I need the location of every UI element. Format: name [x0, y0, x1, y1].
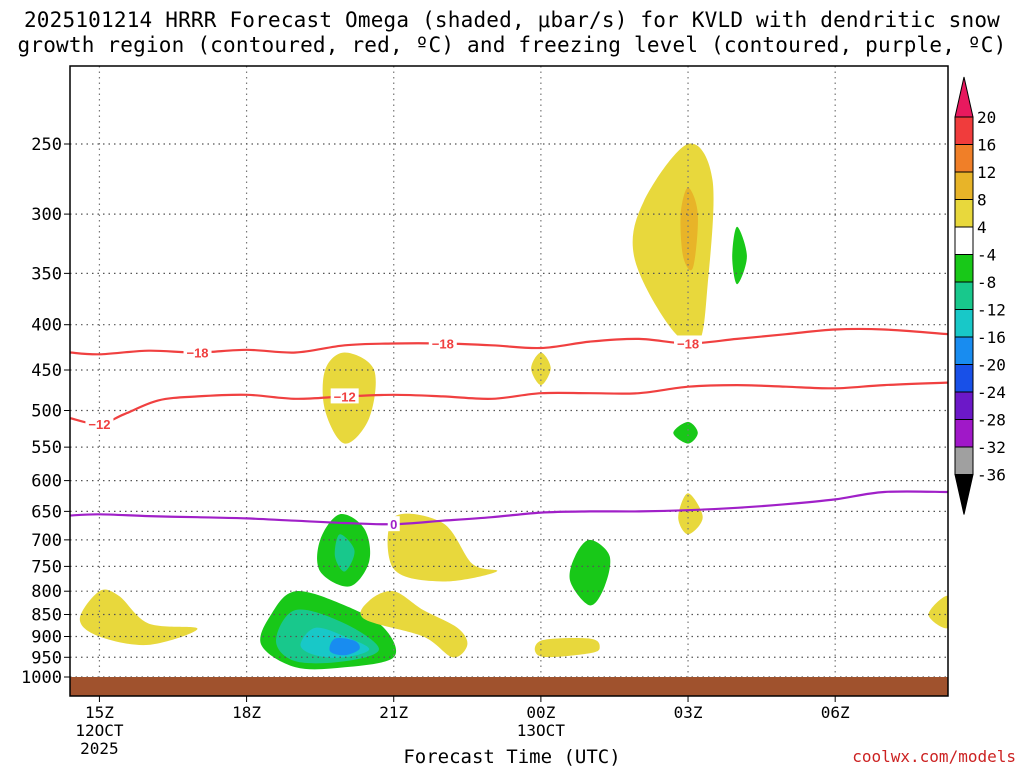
omega-region-low-pos-15z — [79, 589, 198, 646]
omega-region-low-neg-core3 — [329, 637, 360, 656]
colorbar-label--4: -4 — [977, 246, 996, 265]
colorbar-label--36: -36 — [977, 466, 1006, 485]
colorbar-top-arrow — [954, 76, 974, 118]
colorbar-label--24: -24 — [977, 383, 1006, 402]
y-tick-750: 750 — [31, 557, 62, 577]
credit-link[interactable]: coolwx.com/models — [852, 747, 1016, 766]
contour-label-minus-12-0: −12 — [88, 417, 110, 432]
omega-region-low-pos-00z-01z — [534, 638, 600, 658]
x-tick-03Z: 03Z — [674, 703, 703, 722]
omega-region-upper-negative — [732, 226, 747, 285]
omega-region-small-positive-03z — [678, 493, 703, 535]
colorbar-box — [954, 364, 974, 393]
ground-surface — [70, 677, 948, 696]
colorbar-box — [954, 391, 974, 420]
chart-title-line2: growth region (contoured, red, ºC) and f… — [17, 33, 1007, 57]
contour-label-bg — [183, 344, 212, 360]
omega-region-neg-cell-01z — [569, 539, 611, 606]
grid — [70, 66, 948, 696]
omega-region-pos-21z-22z — [387, 513, 498, 582]
colorbar-box — [954, 254, 974, 283]
contour-label-minus-18-0: −18 — [186, 346, 208, 361]
y-axis: 2503003504004505005506006507007508008509… — [21, 135, 70, 688]
x-tick-date-00Z: 13OCT — [517, 721, 566, 740]
y-tick-800: 800 — [31, 582, 62, 602]
x-tick-06Z: 06Z — [821, 703, 850, 722]
contour-minus-12 — [70, 381, 948, 426]
x-tick-year-15Z: 2025 — [80, 739, 119, 758]
contour-label-bg — [330, 388, 359, 404]
y-tick-350: 350 — [31, 264, 62, 284]
plot-area — [70, 66, 948, 696]
colorbar-label--8: -8 — [977, 273, 996, 292]
colorbar-bottom-arrow — [954, 474, 974, 515]
colorbar-box — [954, 336, 974, 365]
colorbar-label-12: 12 — [977, 163, 996, 182]
y-tick-900: 900 — [31, 627, 62, 647]
x-tick-18Z: 18Z — [232, 703, 261, 722]
colorbar-box — [954, 226, 974, 255]
colorbar-label--20: -20 — [977, 356, 1006, 375]
y-tick-850: 850 — [31, 606, 62, 626]
y-tick-700: 700 — [31, 531, 62, 551]
contour-label-bg — [387, 516, 400, 532]
colorbar: 20 16 12 8 4 -4 -8 -12 -16 -20 -24 -28 -32 -36 — [954, 76, 1006, 515]
colorbar-box — [954, 419, 974, 448]
colorbar-label-4: 4 — [977, 218, 987, 237]
contour-label-minus-18-1: −18 — [432, 336, 454, 351]
y-tick-600: 600 — [31, 472, 62, 492]
colorbar-label-8: 8 — [977, 191, 987, 210]
omega-region-low-pos-right-edge — [928, 595, 948, 629]
y-tick-650: 650 — [31, 502, 62, 522]
contour-labels: −18 −18 −18 −12 −12 0 — [85, 335, 703, 532]
contour-label-bg — [428, 335, 457, 351]
x-tick-00Z: 00Z — [526, 703, 555, 722]
colorbar-box — [954, 171, 974, 200]
y-tick-250: 250 — [31, 135, 62, 155]
x-tick-15Z: 15Z — [85, 703, 114, 722]
y-tick-550: 550 — [31, 438, 62, 458]
colorbar-box — [954, 309, 974, 338]
omega-region-small-negative-03z — [673, 421, 698, 444]
y-tick-300: 300 — [31, 205, 62, 225]
y-tick-1000: 1000 — [21, 668, 62, 688]
contour-label-zero-freezing-0: 0 — [390, 517, 397, 532]
contour-label-bg — [85, 416, 114, 432]
colorbar-box — [954, 281, 974, 310]
omega-region-upper-positive-core — [680, 187, 698, 271]
contour-label-minus-18-2: −18 — [677, 336, 699, 351]
contour-label-minus-12-1: −12 — [334, 389, 356, 404]
omega-region-low-pos-21z-22z — [360, 590, 468, 658]
x-tick-date-15Z: 12OCT — [75, 721, 124, 740]
y-tick-950: 950 — [31, 648, 62, 668]
colorbar-label--32: -32 — [977, 438, 1006, 457]
colorbar-label-20: 20 — [977, 108, 996, 127]
chart-title-line1: 2025101214 HRRR Forecast Omega (shaded, … — [23, 8, 1001, 32]
contour-zero-freezing — [70, 490, 948, 526]
x-axis-title: Forecast Time (UTC) — [403, 746, 621, 768]
omega-region-upper-positive-plume — [632, 143, 714, 346]
omega-region-neg-cell-20z-core — [334, 534, 355, 572]
y-tick-400: 400 — [31, 316, 62, 336]
y-tick-450: 450 — [31, 361, 62, 381]
colorbar-label-16: 16 — [977, 136, 996, 155]
colorbar-label--28: -28 — [977, 411, 1006, 430]
colorbar-label--12: -12 — [977, 301, 1006, 320]
colorbar-box — [954, 446, 974, 475]
y-tick-500: 500 — [31, 402, 62, 422]
colorbar-label--16: -16 — [977, 328, 1006, 347]
plot-frame — [69, 65, 949, 697]
x-tick-21Z: 21Z — [379, 703, 408, 722]
colorbar-box — [954, 199, 974, 228]
colorbar-box — [954, 116, 974, 145]
colorbar-box — [954, 144, 974, 173]
contour-label-bg — [674, 335, 703, 351]
